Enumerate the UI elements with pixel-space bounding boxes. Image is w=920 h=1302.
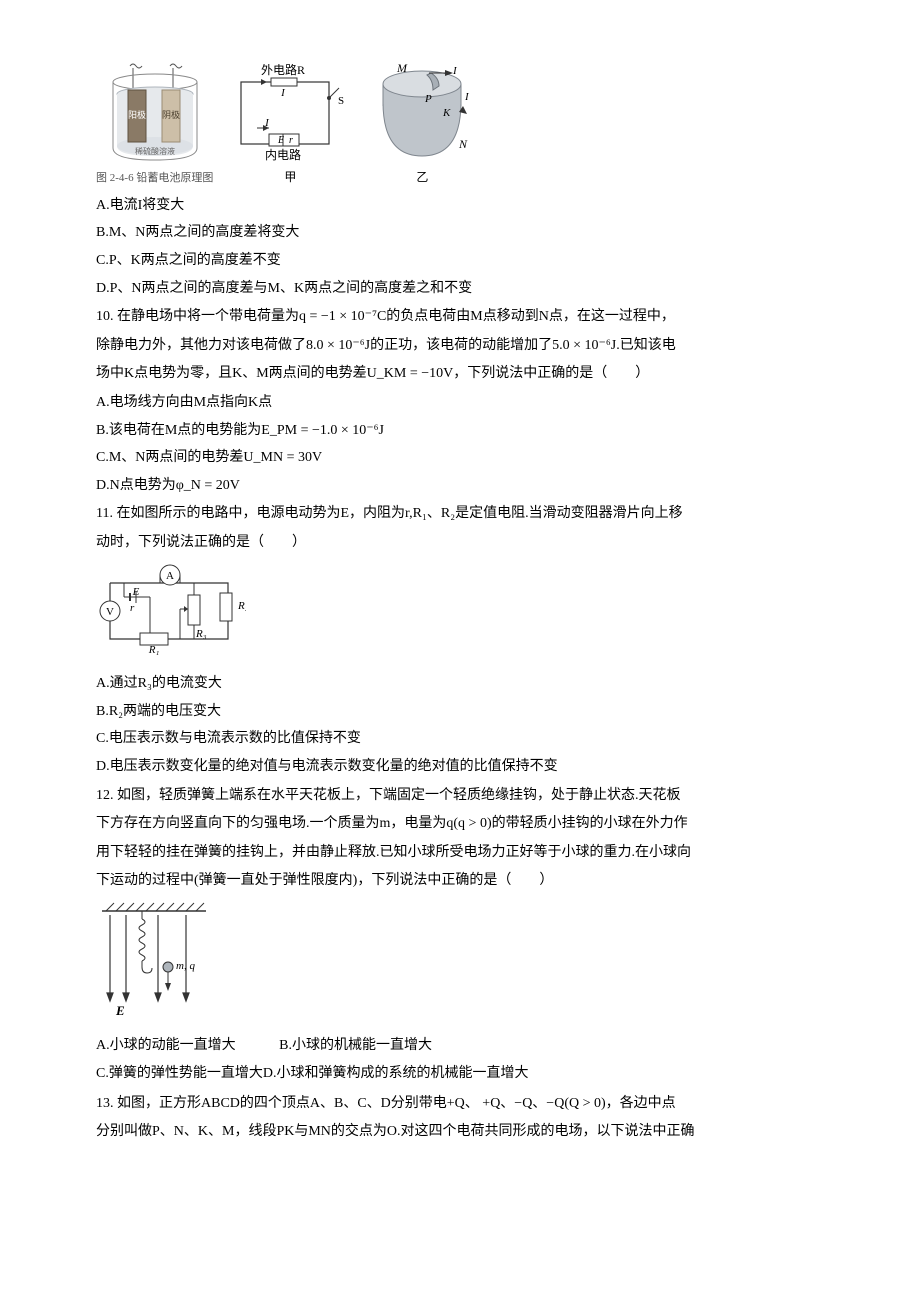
q11-R2: R₂ xyxy=(237,600,246,612)
q12-opt-B: B.小球的机械能一直增大 xyxy=(279,1033,432,1060)
q11-r: r xyxy=(130,602,135,614)
q11-stem-a: 11. 在如图所示的电路中，电源电动势为E，内阻为r,R₁、R₂是定值电阻.当滑… xyxy=(96,501,824,528)
S-label: S xyxy=(338,95,344,107)
cylinder-svg: M I P I K N xyxy=(367,64,477,168)
spring-E: E xyxy=(115,1003,125,1018)
internal-label: 内电路 xyxy=(265,147,301,162)
q13-stem-a: 13. 如图，正方形ABCD的四个顶点A、B、C、D分别带电+Q、 +Q、−Q、… xyxy=(96,1091,824,1118)
q10-opt-A: A.电场线方向由M点指向K点 xyxy=(96,390,824,417)
voltmeter-label: V xyxy=(106,606,114,618)
figure-cylinder-yi: M I P I K N 乙 xyxy=(367,64,477,189)
cyl-I1: I xyxy=(452,65,458,77)
q12-opts-row2: C.弹簧的弹性势能一直增大D.小球和弹簧构成的系统的机械能一直增大 xyxy=(96,1060,824,1089)
r-label: r xyxy=(289,135,293,146)
K-label: K xyxy=(442,107,451,119)
q9-opt-A: A.电流I将变大 xyxy=(96,193,824,220)
label-acid: 稀硫酸溶液 xyxy=(135,146,175,156)
q12-opt-A: A.小球的动能一直增大 xyxy=(96,1033,236,1060)
P-label: P xyxy=(424,93,432,105)
q9-opt-D: D.P、N两点之间的高度差与M、K两点之间的高度差之和不变 xyxy=(96,276,824,303)
spring-svg: m, q E xyxy=(96,901,216,1019)
q9-opt-B: B.M、N两点之间的高度差将变大 xyxy=(96,220,824,247)
figure-row-top: 阳极 阴极 稀硫酸溶液 图 2-4-6 铅蓄电池原理图 外电路R I S I xyxy=(96,60,824,189)
q11-R1: R₁ xyxy=(148,644,160,656)
q10-stem-c: 场中K点电势为零，且K、M两点间的电势差U_KM = −10V，下列说法中正确的… xyxy=(96,361,824,388)
q12-stem-d: 下运动的过程中(弹簧一直处于弹性限度内)，下列说法中正确的是（ ） xyxy=(96,868,824,895)
q11-R3: R₃ xyxy=(195,628,207,640)
figure-beaker: 阳极 阴极 稀硫酸溶液 图 2-4-6 铅蓄电池原理图 xyxy=(96,60,213,189)
q12-opt-C: C.弹簧的弹性势能一直增大 xyxy=(96,1061,263,1088)
circuit-jia-svg: 外电路R I S I E r 内电路 xyxy=(231,64,349,168)
figure-circuit-q11: A V E r R₁ R₂ R₃ xyxy=(96,561,824,668)
beaker-caption: 图 2-4-6 铅蓄电池原理图 xyxy=(96,168,213,189)
q11-opt-A: A.通过R₃的电流变大 xyxy=(96,671,824,698)
figure-circuit-jia: 外电路R I S I E r 内电路 甲 xyxy=(231,64,349,189)
label-yi: 乙 xyxy=(416,166,428,189)
ammeter-label: A xyxy=(166,570,174,582)
label-cathode: 阴极 xyxy=(162,109,180,120)
ext-R-label: 外电路R xyxy=(261,64,305,77)
q10-stem-b: 除静电力外，其他力对该电荷做了8.0 × 10⁻⁶J的正功，该电荷的动能增加了5… xyxy=(96,333,824,360)
q12-opts-row: A.小球的动能一直增大 B.小球的机械能一直增大 xyxy=(96,1032,824,1061)
label-anode: 阳极 xyxy=(128,109,146,120)
beaker-svg: 阳极 阴极 稀硫酸溶液 xyxy=(100,60,210,168)
q11-opt-C: C.电压表示数与电流表示数的比值保持不变 xyxy=(96,726,824,753)
q10-opt-D: D.N点电势为φ_N = 20V xyxy=(96,473,824,500)
M-label: M xyxy=(396,64,408,75)
q9-opt-C: C.P、K两点之间的高度差不变 xyxy=(96,248,824,275)
q11-opt-B: B.R₂两端的电压变大 xyxy=(96,699,824,726)
q10-stem-a: 10. 在静电场中将一个带电荷量为q = −1 × 10⁻⁷C的负点电荷由M点移… xyxy=(96,304,824,331)
cyl-I2: I xyxy=(464,91,470,103)
q12-stem-b: 下方存在方向竖直向下的匀强电场.一个质量为m，电量为q(q > 0)的带轻质小挂… xyxy=(96,811,824,838)
figure-spring: m, q E xyxy=(96,901,824,1030)
q11-stem-b: 动时，下列说法正确的是（ ） xyxy=(96,530,824,557)
q12-stem-c: 用下轻轻的挂在弹簧的挂钩上，并由静止释放.已知小球所受电场力正好等于小球的重力.… xyxy=(96,840,824,867)
q12-opt-D: D.小球和弹簧构成的系统的机械能一直增大 xyxy=(263,1061,529,1088)
label-jia: 甲 xyxy=(284,166,296,189)
circuit-q11-svg: A V E r R₁ R₂ R₃ xyxy=(96,561,246,657)
q12-stem-a: 12. 如图，轻质弹簧上端系在水平天花板上，下端固定一个轻质绝缘挂钩，处于静止状… xyxy=(96,783,824,810)
spring-mq: m, q xyxy=(176,960,195,972)
q13-stem-b: 分别叫做P、N、K、M，线段PK与MN的交点为O.对这四个电荷共同形成的电场，以… xyxy=(96,1119,824,1146)
q10-opt-C: C.M、N两点间的电势差U_MN = 30V xyxy=(96,445,824,472)
q10-opt-B: B.该电荷在M点的电势能为E_PM = −1.0 × 10⁻⁶J xyxy=(96,418,824,445)
q11-opt-D: D.电压表示数变化量的绝对值与电流表示数变化量的绝对值的比值保持不变 xyxy=(96,754,824,781)
N-label: N xyxy=(458,137,468,151)
I-top: I xyxy=(280,87,286,99)
